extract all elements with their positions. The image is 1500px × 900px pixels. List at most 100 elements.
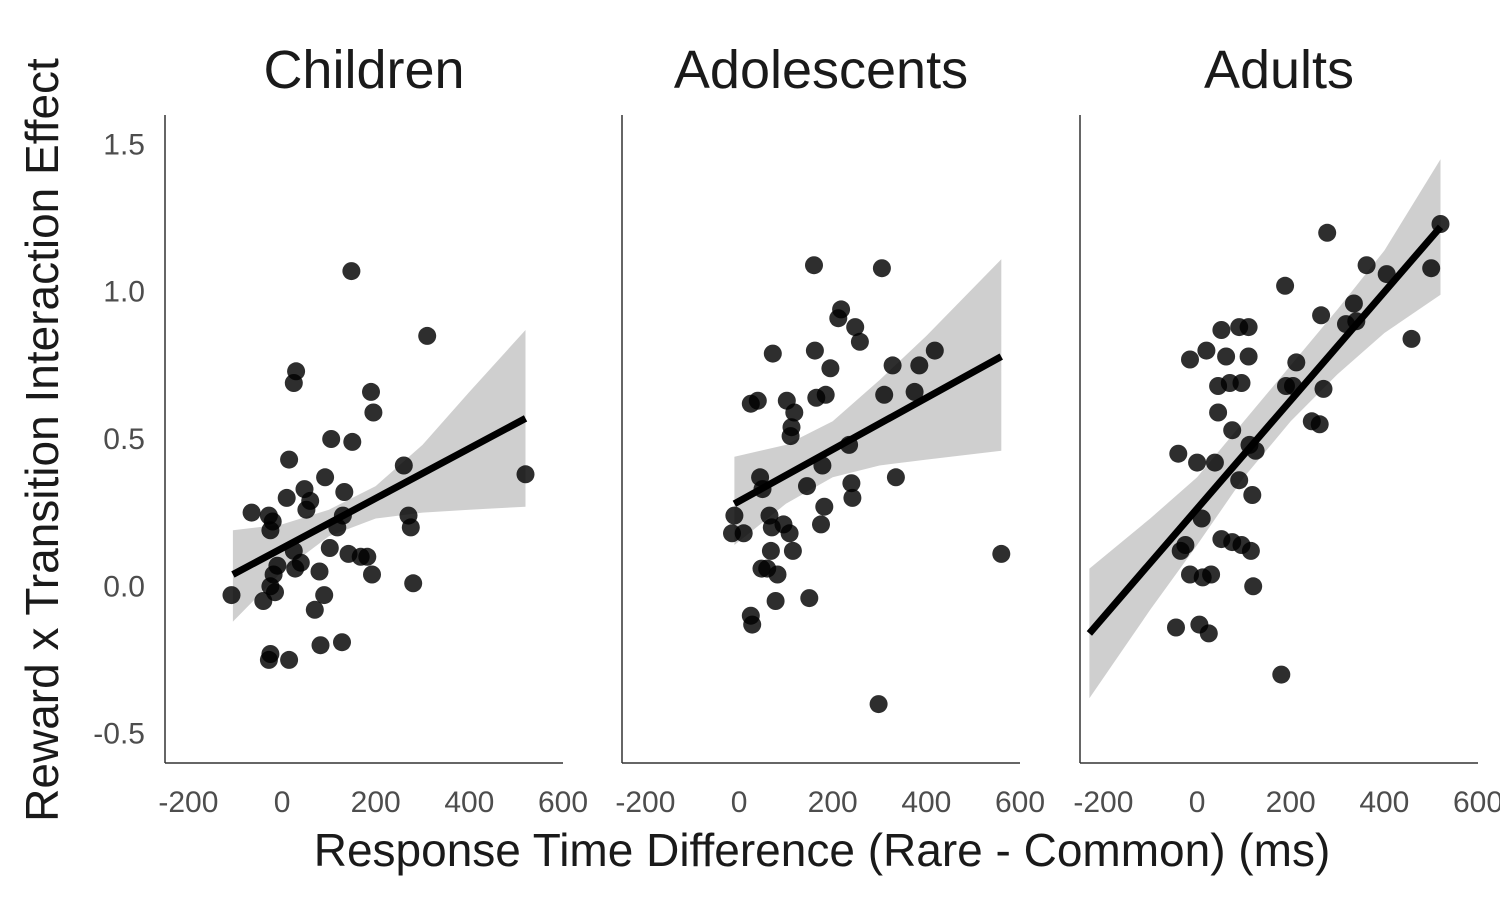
data-point xyxy=(287,362,306,381)
regression-line xyxy=(1086,224,1444,636)
x-axis-title: Response Time Difference (Rare - Common)… xyxy=(314,824,1331,876)
x-tick-label: 0 xyxy=(274,786,291,819)
panels: Children -200 0 200 400 600 -0.5 0.0 0.5 1.0 1.5 Ad… xyxy=(93,40,1500,819)
data-point xyxy=(342,262,361,281)
data-point xyxy=(516,465,535,484)
data-point xyxy=(1312,306,1331,325)
x-tick-label: 200 xyxy=(351,786,401,819)
data-point xyxy=(905,382,924,401)
data-point xyxy=(782,418,801,437)
y-tick-label: 1.5 xyxy=(103,128,145,161)
data-point xyxy=(768,565,787,584)
data-point xyxy=(850,332,869,351)
data-point xyxy=(800,589,819,608)
panel-children: Children -200 0 200 400 600 -0.5 0.0 0.5 1.0 1.5 xyxy=(93,40,588,819)
data-point xyxy=(266,583,284,602)
data-point xyxy=(404,574,423,593)
data-point xyxy=(766,592,785,610)
data-point xyxy=(1205,453,1224,472)
x-tick-label: -200 xyxy=(1073,786,1133,819)
data-point xyxy=(1167,618,1185,637)
data-point xyxy=(832,300,851,319)
data-point xyxy=(816,385,835,404)
data-point xyxy=(783,541,802,560)
data-point xyxy=(785,403,804,422)
data-point xyxy=(315,586,334,605)
data-point xyxy=(883,356,902,375)
data-point xyxy=(335,483,354,501)
data-point xyxy=(805,341,824,360)
data-point xyxy=(1232,374,1251,392)
data-point xyxy=(872,259,891,278)
data-point xyxy=(222,586,241,605)
data-point xyxy=(1176,536,1195,554)
confidence-band xyxy=(734,259,1002,545)
data-point xyxy=(277,488,296,507)
data-point xyxy=(1318,223,1337,242)
data-point xyxy=(1239,318,1258,337)
x-tick-label: 400 xyxy=(444,786,494,819)
data-point xyxy=(798,477,816,496)
data-point xyxy=(263,512,282,531)
data-point xyxy=(322,430,341,448)
data-point xyxy=(320,539,339,557)
data-point xyxy=(812,515,830,534)
data-point xyxy=(763,344,782,363)
data-point xyxy=(1243,486,1262,504)
regression-line xyxy=(732,353,1003,507)
data-point xyxy=(1272,665,1291,684)
data-point xyxy=(343,432,362,451)
data-point xyxy=(748,391,767,410)
data-point xyxy=(846,318,865,337)
data-point xyxy=(821,359,840,378)
data-point xyxy=(992,544,1011,563)
x-tick-label: 0 xyxy=(1189,786,1206,819)
panel-title: Adults xyxy=(1204,40,1354,100)
data-point xyxy=(1310,415,1329,434)
x-tick-label: 600 xyxy=(1453,786,1500,819)
data-point xyxy=(1377,265,1396,284)
data-point xyxy=(1230,471,1249,490)
data-point xyxy=(1344,294,1363,313)
data-point xyxy=(815,497,834,516)
data-point xyxy=(401,518,420,537)
data-point xyxy=(1209,403,1228,422)
data-point xyxy=(364,403,383,422)
data-point xyxy=(1188,453,1207,472)
data-point xyxy=(743,615,762,634)
data-point xyxy=(1357,256,1376,275)
data-point xyxy=(869,695,888,714)
data-point xyxy=(734,524,753,543)
data-point xyxy=(358,547,377,566)
data-point xyxy=(291,553,310,572)
panel-adults: Adults -200 0 200 400 600 xyxy=(1073,40,1500,819)
x-tick-label: -200 xyxy=(615,786,675,819)
x-tick-label: -200 xyxy=(158,786,218,819)
data-point xyxy=(242,503,261,522)
data-point xyxy=(333,633,351,652)
data-point xyxy=(1314,379,1333,398)
data-point xyxy=(301,491,320,510)
data-point xyxy=(725,506,744,525)
x-tick-label: 200 xyxy=(808,786,858,819)
data-point xyxy=(1217,347,1236,366)
data-point xyxy=(362,382,380,401)
y-tick-label: 1.0 xyxy=(103,276,145,309)
data-point xyxy=(1244,577,1263,596)
data-point xyxy=(261,645,280,663)
data-point xyxy=(780,524,799,543)
x-tick-label: 400 xyxy=(1359,786,1409,819)
y-axis-title: Reward x Transition Interaction Effect xyxy=(16,58,68,822)
data-point xyxy=(311,636,330,655)
x-tick-label: 0 xyxy=(731,786,748,819)
data-point xyxy=(1192,509,1211,528)
regression-line xyxy=(231,415,528,578)
data-point xyxy=(418,326,437,345)
data-point xyxy=(1202,565,1221,584)
data-point xyxy=(910,356,929,375)
data-point xyxy=(316,468,335,487)
data-point xyxy=(280,650,299,669)
data-point xyxy=(1241,541,1260,560)
data-point xyxy=(280,450,299,469)
data-point xyxy=(805,256,823,275)
